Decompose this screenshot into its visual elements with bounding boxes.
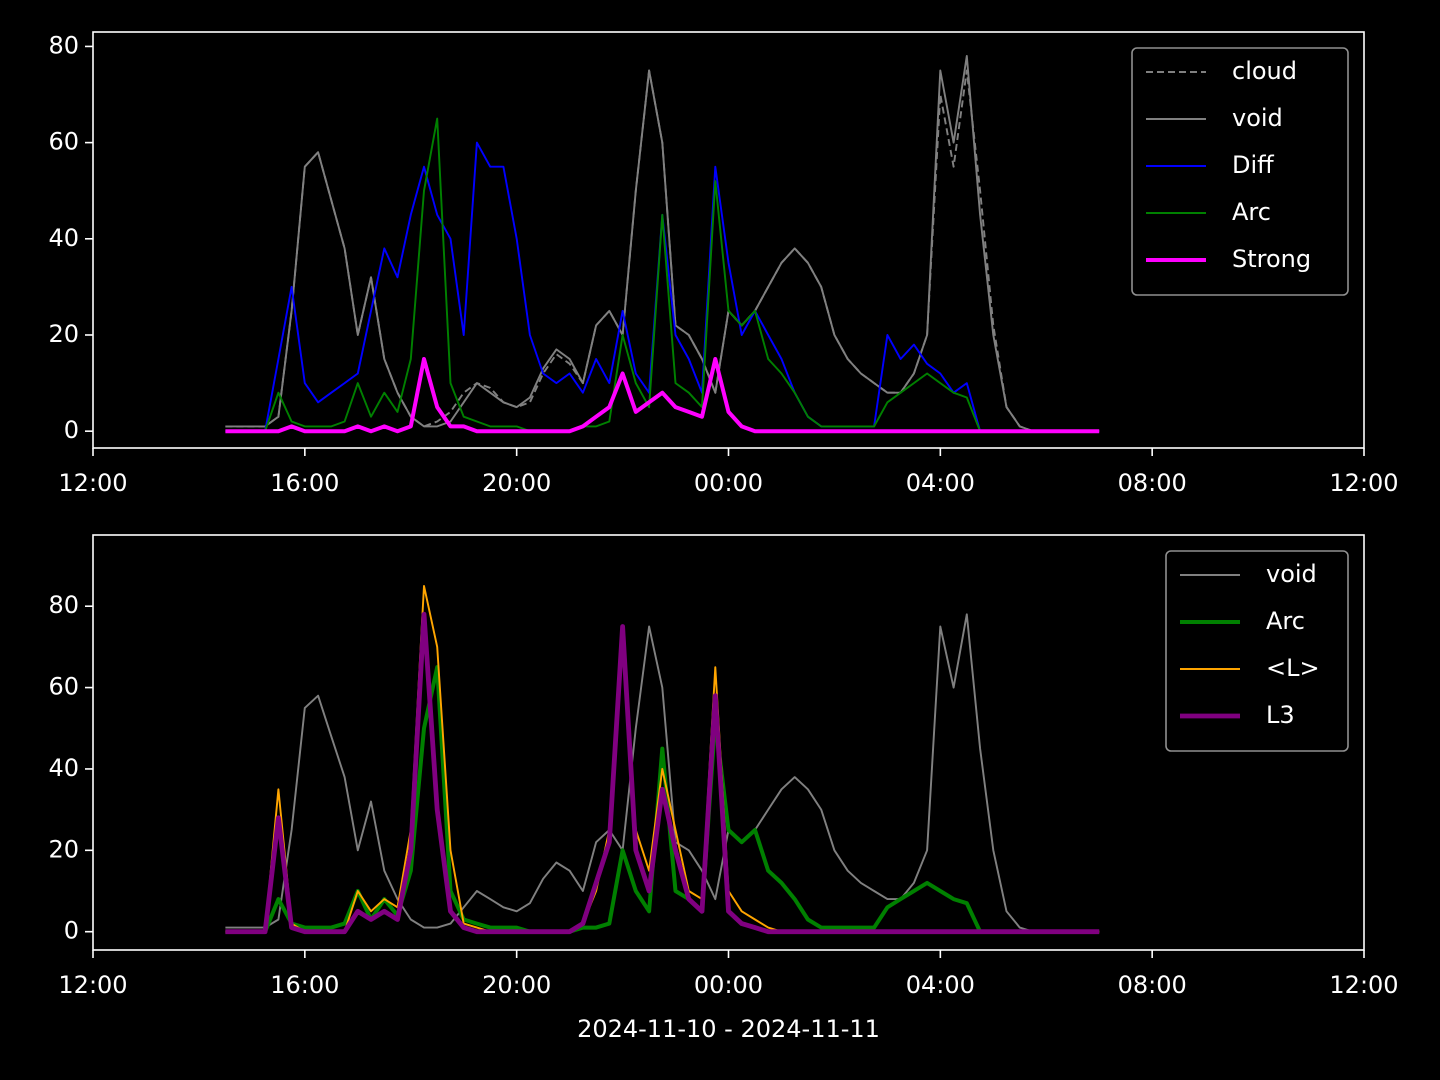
x-tick-label: 00:00	[694, 469, 763, 497]
series-line	[225, 55, 1100, 433]
y-tick-label: 40	[48, 224, 79, 252]
x-tick-label: 12:00	[58, 971, 127, 999]
plot-area	[225, 55, 1100, 434]
y-tick-label: 20	[48, 835, 79, 863]
series-line	[225, 117, 1100, 433]
series-line	[225, 613, 1100, 933]
legend-label: void	[1266, 560, 1317, 588]
x-tick-label: 16:00	[270, 469, 339, 497]
x-tick-label: 12:00	[1329, 971, 1398, 999]
y-tick-label: 0	[64, 416, 79, 444]
plot-area	[225, 584, 1100, 935]
legend-label: Arc	[1232, 198, 1271, 226]
series-line	[225, 357, 1100, 434]
y-tick-label: 60	[48, 673, 79, 701]
y-tick-label: 0	[64, 917, 79, 945]
legend-label: L3	[1266, 701, 1295, 729]
legend: void Arc <L> L3	[1165, 550, 1349, 752]
x-tick-label: 20:00	[482, 971, 551, 999]
x-axis-label: 2024-11-10 - 2024-11-11	[577, 1015, 880, 1043]
y-tick-label: 80	[48, 591, 79, 619]
y-tick-label: 40	[48, 754, 79, 782]
legend-label: Strong	[1232, 245, 1311, 273]
x-tick-label: 16:00	[270, 971, 339, 999]
legend-box	[1131, 47, 1349, 296]
y-tick-label: 80	[48, 31, 79, 59]
x-tick-label: 04:00	[906, 469, 975, 497]
legend: cloud void Diff Arc Strong	[1131, 47, 1349, 296]
x-tick-label: 08:00	[1118, 469, 1187, 497]
legend-label: cloud	[1232, 57, 1297, 85]
x-tick-label: 00:00	[694, 971, 763, 999]
legend-box	[1165, 550, 1349, 752]
x-tick-label: 20:00	[482, 469, 551, 497]
x-tick-label: 08:00	[1118, 971, 1187, 999]
series-line	[225, 69, 1100, 433]
x-tick-label: 12:00	[1329, 469, 1398, 497]
legend-label: void	[1232, 104, 1283, 132]
y-tick-label: 60	[48, 128, 79, 156]
x-tick-label: 04:00	[906, 971, 975, 999]
axes: 12:00 16:00 20:00 00:00 04:00 08:00 12:00 0 20 40…	[48, 31, 1399, 497]
axes: 12:00 16:00 20:00 00:00 04:00 08:00 12:00 0 20 40…	[48, 534, 1399, 1043]
legend-label: Diff	[1232, 151, 1274, 179]
y-tick-label: 20	[48, 320, 79, 348]
series-line	[225, 611, 1100, 935]
legend-label: <L>	[1266, 654, 1320, 682]
x-tick-label: 12:00	[58, 469, 127, 497]
legend-label: Arc	[1266, 607, 1305, 635]
